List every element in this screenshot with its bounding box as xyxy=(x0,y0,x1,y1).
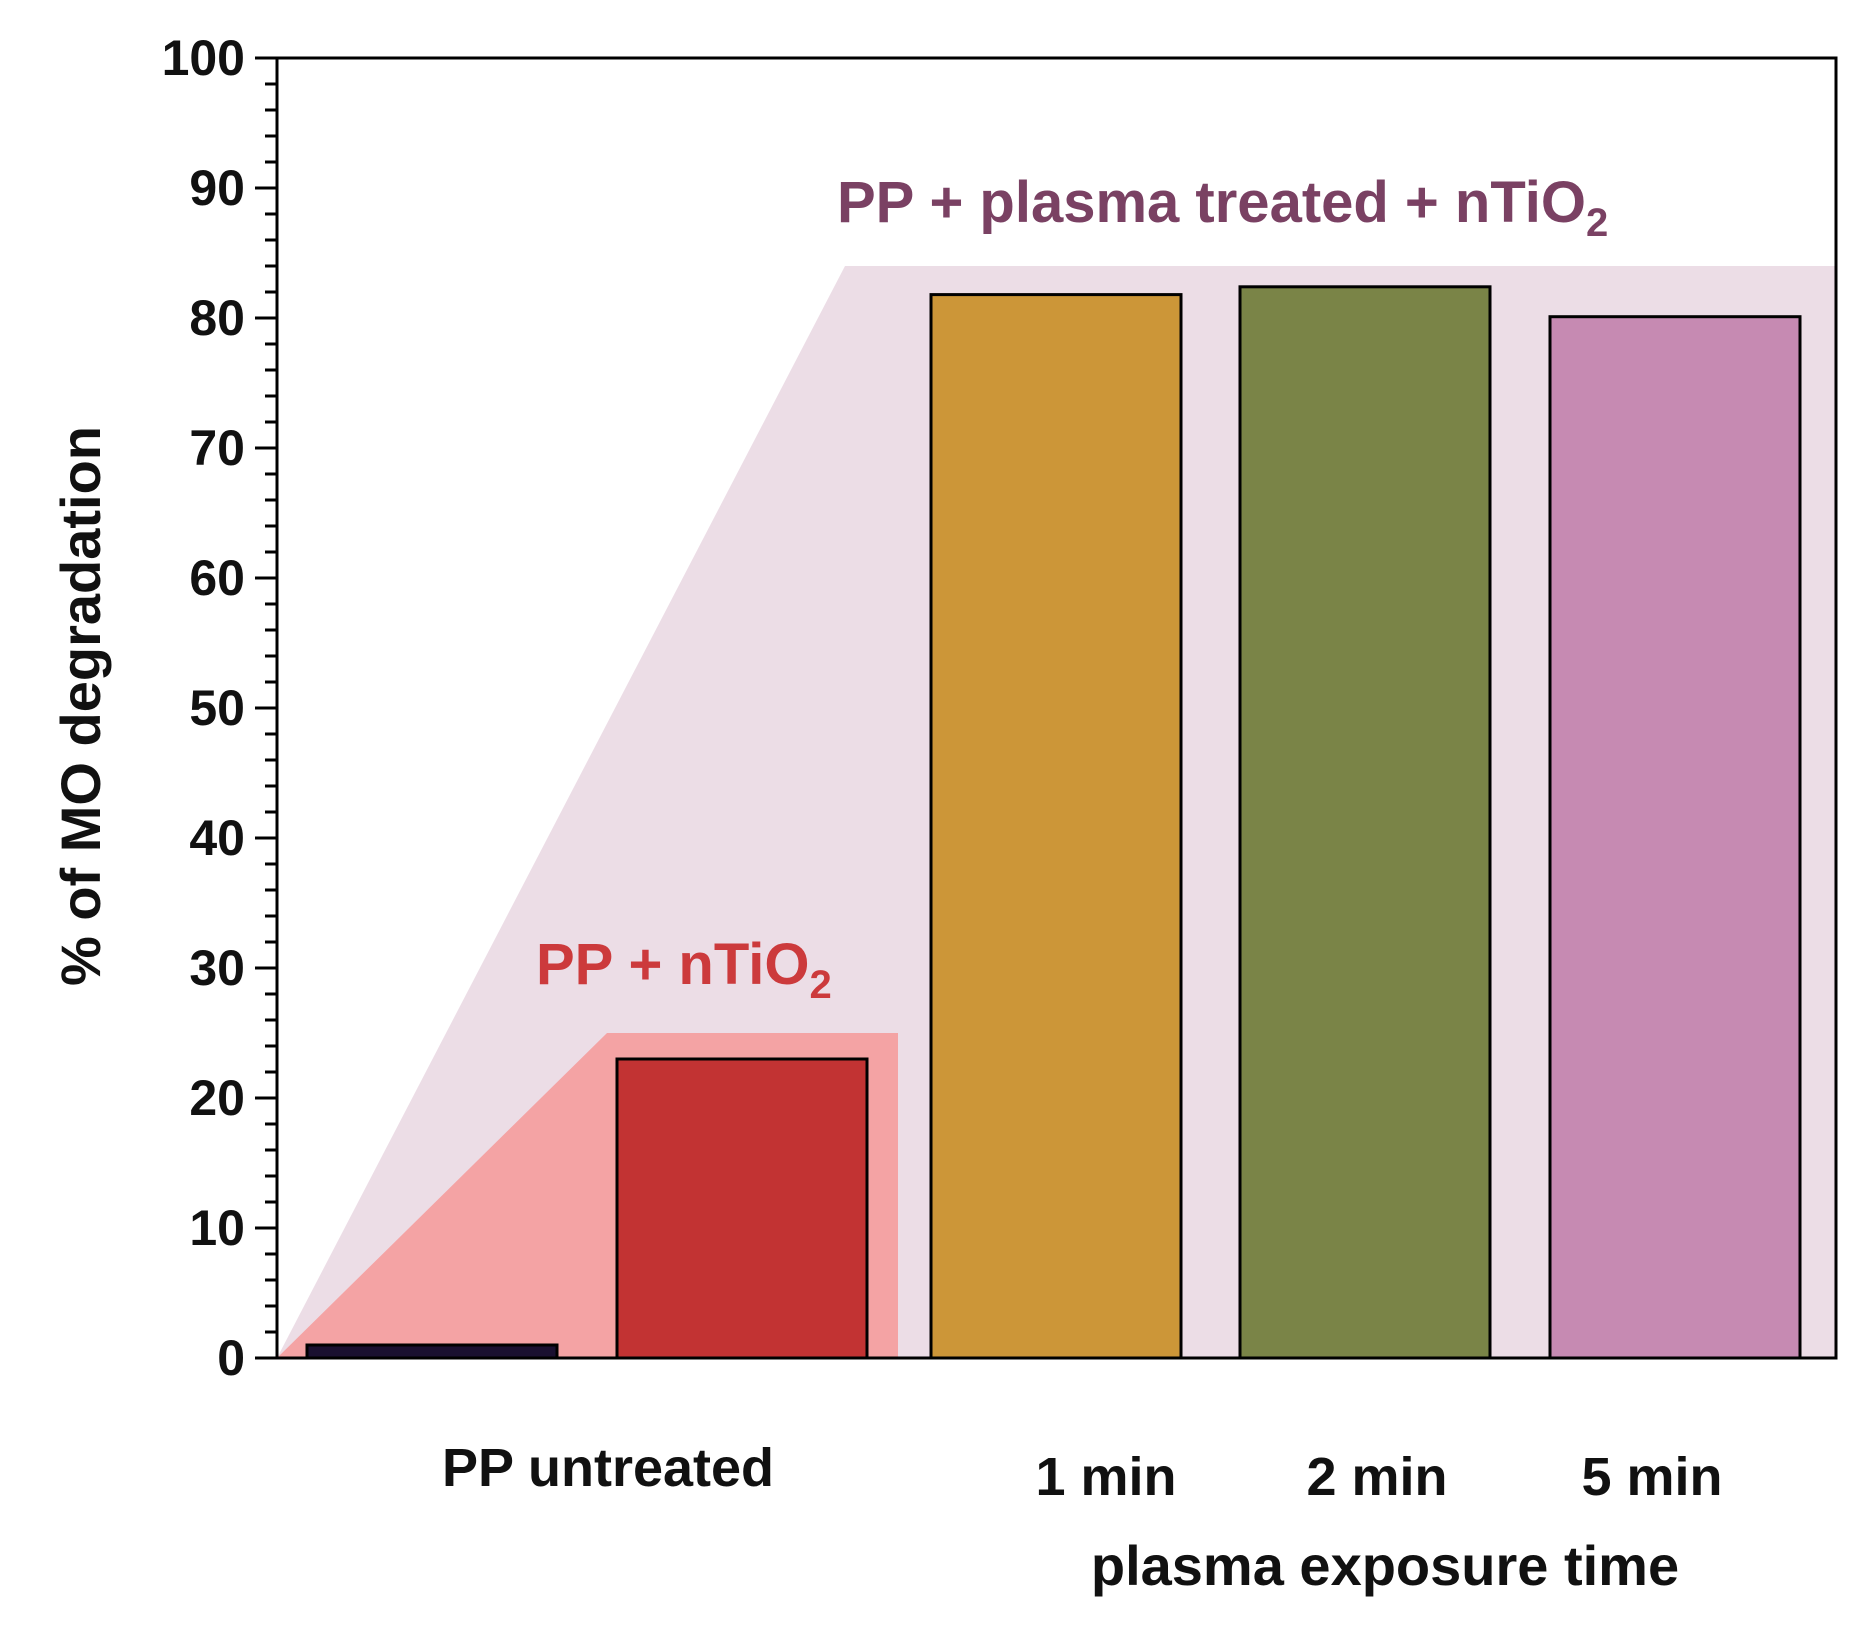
y-axis-title: % of MO degradation xyxy=(49,426,112,986)
y-tick-label: 30 xyxy=(189,940,245,996)
y-tick-label: 50 xyxy=(189,680,245,736)
plasma-annotation-subscript: 2 xyxy=(1586,201,1608,245)
y-tick-label: 40 xyxy=(189,810,245,866)
y-tick-label: 0 xyxy=(217,1330,245,1386)
y-tick-label: 10 xyxy=(189,1200,245,1256)
x-category-label: 1 min xyxy=(1035,1447,1176,1507)
bar-2 xyxy=(615,1057,869,1360)
y-tick-label: 20 xyxy=(189,1070,245,1126)
plasma-annotation-text: PP + plasma treated + nTiO xyxy=(837,170,1586,235)
y-tick-label: 90 xyxy=(189,160,245,216)
bar-5 xyxy=(1548,315,1802,1360)
bar-1 xyxy=(305,1343,559,1360)
y-axis: 0 10 20 30 40 50 60 70 80 90 100 xyxy=(162,30,277,1386)
x-axis-categories: PP untreated 1 min 2 min 5 min xyxy=(442,1438,1723,1507)
y-tick-label: 70 xyxy=(189,420,245,476)
y-tick-label: 60 xyxy=(189,550,245,606)
x-category-label: PP untreated xyxy=(442,1438,774,1498)
ntio2-annotation-subscript: 2 xyxy=(809,963,831,1007)
y-tick-label: 100 xyxy=(162,30,245,86)
y-tick-label: 80 xyxy=(189,290,245,346)
ntio2-annotation-text: PP + nTiO xyxy=(536,932,809,997)
bar-3 xyxy=(929,293,1183,1360)
x-axis-title: plasma exposure time xyxy=(1091,1534,1679,1597)
ntio2-annotation: PP + nTiO2 xyxy=(536,932,832,1007)
x-category-label: 5 min xyxy=(1581,1447,1722,1507)
x-category-label: 2 min xyxy=(1306,1447,1447,1507)
bar-4 xyxy=(1238,285,1492,1360)
plasma-annotation: PP + plasma treated + nTiO2 xyxy=(837,170,1608,245)
